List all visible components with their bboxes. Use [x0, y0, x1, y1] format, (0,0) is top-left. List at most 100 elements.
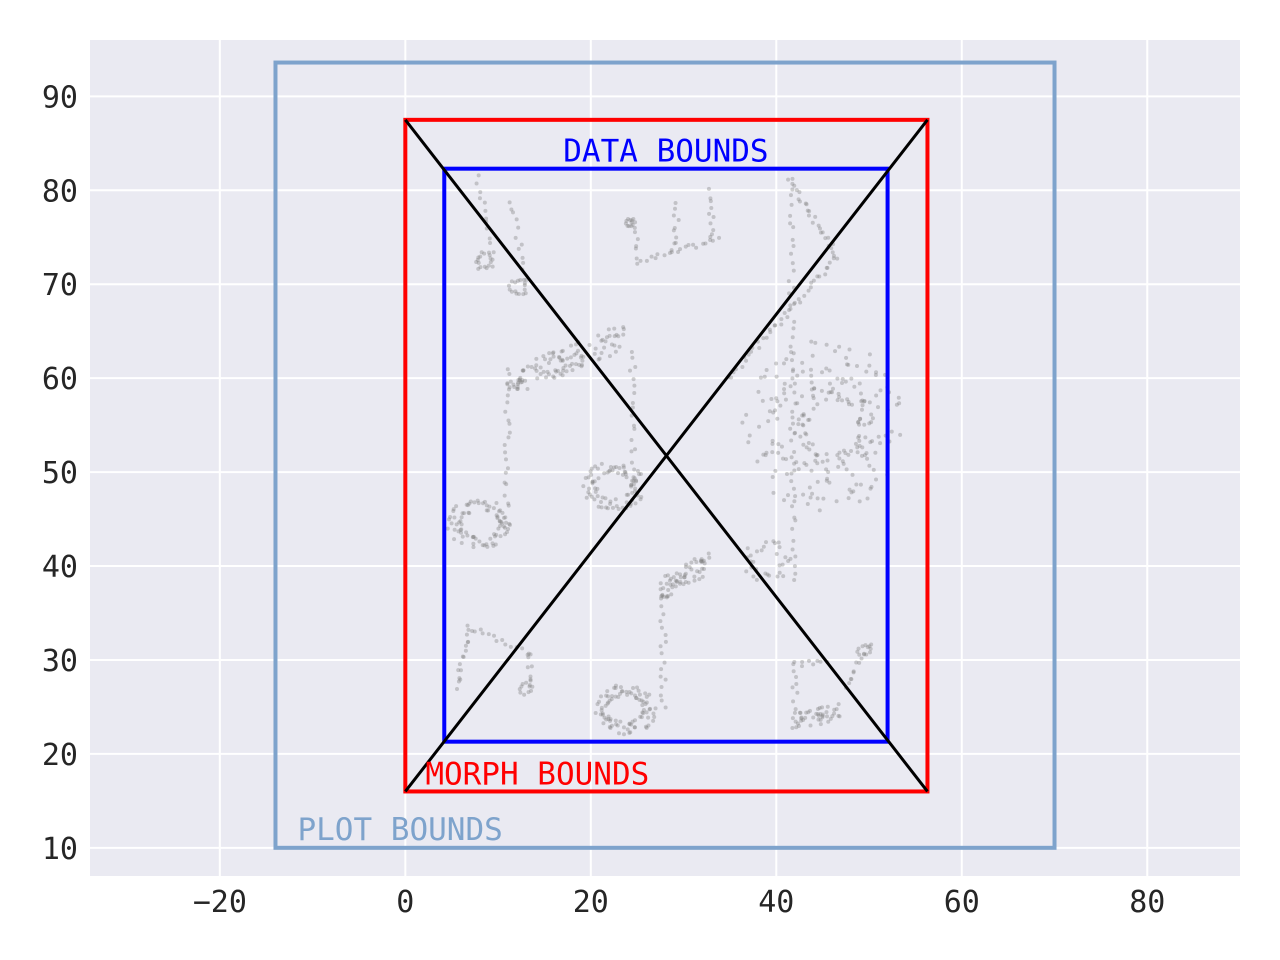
data-point [470, 535, 475, 540]
data-point [873, 450, 878, 455]
data-point [629, 484, 634, 489]
data-point [502, 443, 507, 448]
data-point [747, 433, 752, 438]
data-point [744, 358, 749, 363]
data-point [800, 413, 805, 418]
data-point [867, 421, 872, 426]
data-point [843, 379, 848, 384]
data-point [637, 692, 642, 697]
data-point [801, 412, 806, 417]
data-point [593, 464, 598, 469]
data-point [820, 715, 825, 720]
data-point [474, 181, 479, 186]
data-point [709, 232, 714, 237]
data-point [790, 716, 795, 721]
data-point [507, 521, 512, 526]
data-point [526, 690, 531, 695]
data-point [459, 541, 464, 546]
data-point [459, 522, 464, 527]
data-point [692, 557, 697, 562]
data-point [609, 342, 614, 347]
data-point [846, 452, 851, 457]
data-point [813, 340, 818, 345]
data-point [635, 685, 640, 690]
data-point [480, 543, 485, 548]
data-point [825, 704, 830, 709]
data-point [857, 381, 862, 386]
data-point [809, 280, 814, 285]
data-point [595, 494, 600, 499]
data-point [763, 571, 768, 576]
data-point [818, 230, 823, 235]
data-point [698, 558, 703, 563]
data-point [799, 394, 804, 399]
data-point [869, 642, 874, 647]
data-point [835, 256, 840, 261]
data-point [810, 491, 815, 496]
data-point [790, 237, 795, 242]
data-point [706, 551, 711, 556]
data-point [577, 362, 582, 367]
data-point [790, 547, 795, 552]
data-point [612, 343, 617, 348]
data-point [760, 398, 765, 403]
data-point [640, 703, 645, 708]
data-point [799, 716, 804, 721]
data-point [602, 471, 607, 476]
data-point [558, 358, 563, 363]
data-point [709, 205, 714, 210]
data-point [503, 409, 508, 414]
data-point [472, 500, 477, 505]
data-point [529, 664, 534, 669]
data-point [637, 697, 642, 702]
data-point [780, 562, 785, 567]
data-point [514, 217, 519, 222]
data-point [535, 376, 540, 381]
data-point [672, 225, 677, 230]
data-point [678, 581, 683, 586]
data-point [801, 442, 806, 447]
data-point [806, 710, 811, 715]
data-point [579, 353, 584, 358]
data-point [494, 513, 499, 518]
data-point [554, 369, 559, 374]
data-point [701, 566, 706, 571]
data-point [815, 706, 820, 711]
data-point [631, 423, 636, 428]
data-point [630, 405, 635, 410]
data-point [485, 544, 490, 549]
data-point [573, 362, 578, 367]
data-point [603, 703, 608, 708]
data-point [671, 213, 676, 218]
data-point [689, 567, 694, 572]
data-point [633, 364, 638, 369]
data-point [827, 480, 832, 485]
data-point [462, 511, 467, 516]
data-point [658, 581, 663, 586]
data-point [515, 387, 520, 392]
data-point [667, 578, 672, 583]
data-point [759, 548, 764, 553]
data-point [457, 520, 462, 525]
data-point [823, 272, 828, 277]
data-point [858, 482, 863, 487]
data-point [597, 699, 602, 704]
data-point [764, 367, 769, 372]
data-point [786, 177, 791, 182]
data-point [767, 573, 772, 578]
data-point [521, 277, 526, 282]
data-point [471, 534, 476, 539]
data-point [644, 694, 649, 699]
data-point [757, 424, 762, 429]
data-point [790, 335, 795, 340]
data-point [862, 651, 867, 656]
data-point [860, 403, 865, 408]
diagonal-line-1 [404, 118, 929, 793]
data-point [814, 453, 819, 458]
data-point [506, 501, 511, 506]
data-point [869, 412, 874, 417]
data-point [475, 257, 480, 262]
morph-bounds-box [403, 117, 930, 794]
data-point [534, 368, 539, 373]
data-point [855, 420, 860, 425]
